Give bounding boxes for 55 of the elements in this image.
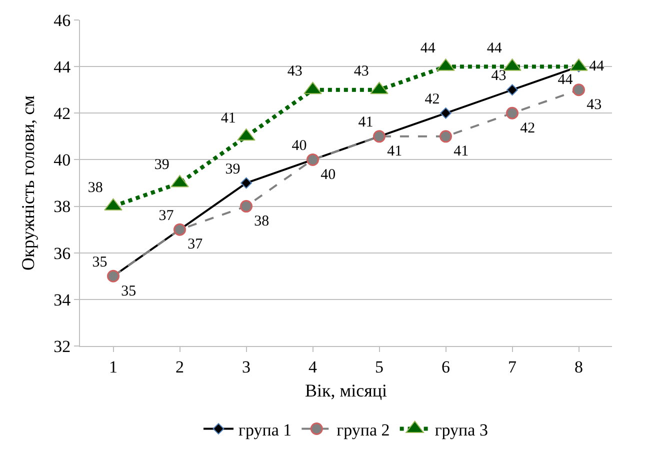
data-label: 41 xyxy=(358,114,374,131)
y-tick-label: 38 xyxy=(54,197,71,216)
point xyxy=(506,106,518,120)
data-label: 42 xyxy=(424,91,440,108)
data-label: 35 xyxy=(121,283,136,300)
data-label: 44 xyxy=(589,58,605,74)
point xyxy=(304,82,322,94)
y-tick-label: 40 xyxy=(54,150,71,170)
y-tick-label: 36 xyxy=(54,244,71,263)
data-label: 37 xyxy=(158,208,174,224)
data-label: 41 xyxy=(454,144,469,160)
data-label: 43 xyxy=(354,64,369,80)
data-label: 43 xyxy=(586,96,602,113)
data-label: 37 xyxy=(188,236,204,253)
data-label: 35 xyxy=(92,254,108,270)
data-label: 40 xyxy=(320,166,336,183)
data-label: 44 xyxy=(420,40,436,56)
y-tick-label: 46 xyxy=(54,10,71,30)
point xyxy=(240,177,252,189)
x-axis-title: Вік, місяці xyxy=(304,380,388,400)
point xyxy=(440,130,452,143)
data-label: 42 xyxy=(520,120,536,136)
data-label: 41 xyxy=(220,110,236,126)
y-axis-title: Окружність голови, см xyxy=(18,95,38,271)
point xyxy=(370,82,388,94)
x-tick-label: 6 xyxy=(442,357,450,376)
y-tick-label: 34 xyxy=(54,290,72,310)
data-label: 38 xyxy=(254,213,270,230)
x-tick-label: 7 xyxy=(508,357,517,376)
legend-label: група 2 xyxy=(336,420,390,440)
data-label: 43 xyxy=(287,64,302,80)
x-tick-label: 1 xyxy=(109,357,118,376)
data-label: 43 xyxy=(491,68,506,84)
x-tick-label: 8 xyxy=(574,357,583,376)
data-label: 40 xyxy=(292,138,307,154)
y-tick-label: 42 xyxy=(54,104,71,124)
data-label: 41 xyxy=(387,144,402,160)
x-tick-label: 3 xyxy=(242,357,250,376)
data-label: 44 xyxy=(558,72,574,88)
point xyxy=(572,84,585,96)
y-tick-label: 32 xyxy=(54,336,71,356)
point xyxy=(506,84,518,96)
point xyxy=(237,128,256,141)
point xyxy=(440,107,452,119)
data-label: 39 xyxy=(154,156,170,173)
data-label: 38 xyxy=(88,180,103,196)
legend-label: група 1 xyxy=(238,420,292,440)
legend-label: група 3 xyxy=(434,420,488,440)
x-tick-label: 4 xyxy=(308,357,318,376)
point xyxy=(240,200,252,213)
x-tick-label: 2 xyxy=(176,357,184,376)
data-label: 39 xyxy=(225,161,240,178)
x-tick-label: 5 xyxy=(375,357,384,376)
y-tick-label: 44 xyxy=(54,58,72,77)
data-label: 44 xyxy=(486,40,502,56)
